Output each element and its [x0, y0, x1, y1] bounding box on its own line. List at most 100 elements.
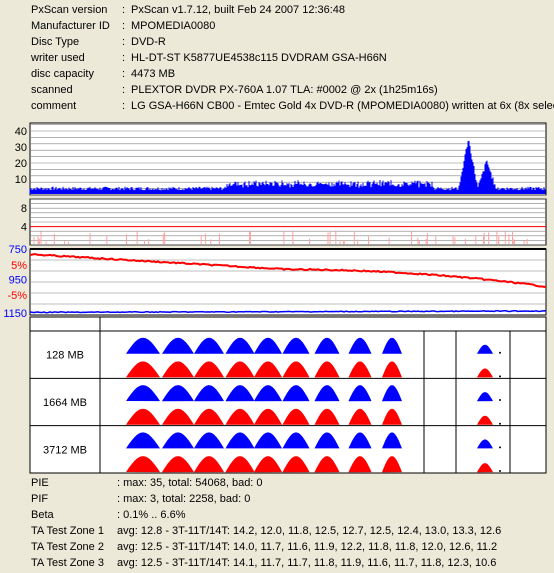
footer-row: TA Test Zone 2 avg: 12.5 - 3T-11T/14T: 14… — [0, 541, 554, 557]
separator-colon: : — [122, 84, 126, 96]
header-value: LG GSA-H66N CB00 - Emtec Gold 4x DVD-R (… — [131, 100, 554, 112]
pif-y-tick: 8 — [21, 203, 27, 215]
ta-hump — [282, 456, 310, 473]
ta-hump — [477, 392, 493, 402]
ta-dot — [499, 470, 501, 473]
header-row: PxScan version: PxScan v1.7.12, built Feb… — [0, 4, 554, 20]
ta-hump — [225, 432, 255, 449]
separator-colon: : — [122, 100, 126, 112]
header-value: PxScan v1.7.12, built Feb 24 2007 12:36:… — [131, 4, 346, 16]
ta-hump — [314, 385, 340, 402]
ta-dot — [499, 351, 501, 354]
header-value: MPOMEDIA0080 — [131, 20, 216, 32]
pie-y-tick: 10 — [15, 174, 27, 186]
header-key: writer used — [31, 52, 85, 64]
header-value: DVD-R — [131, 36, 166, 48]
pie-y-tick: 20 — [15, 158, 27, 170]
header-key: comment — [31, 100, 77, 112]
ta-hump — [382, 408, 402, 425]
ta-hump — [194, 385, 224, 402]
ta-hump — [254, 361, 282, 378]
ta-hump — [477, 368, 493, 378]
ta-hump — [126, 456, 160, 473]
ta-hump — [348, 361, 372, 378]
ta-hump — [194, 408, 224, 425]
separator-colon: : — [122, 4, 126, 16]
footer-value: : 0.1% .. 6.6% — [117, 509, 186, 521]
ta-hump — [194, 361, 224, 378]
footer-value: avg: 12.5 - 3T-11T/14T: 14.0, 11.7, 11.6… — [117, 541, 498, 553]
header-value: HL-DT-ST K5877UE4538c115 DVDRAM GSA-H66N — [131, 52, 387, 64]
ta-hump — [382, 385, 402, 402]
ta-dot — [499, 422, 501, 425]
footer-value: : max: 35, total: 54068, bad: 0 — [117, 477, 263, 489]
jitter-y-tick: 1150 — [3, 308, 27, 320]
footer-key: Beta — [31, 509, 54, 521]
header-row: Disc Type: DVD-R — [0, 36, 554, 52]
ta-hump — [126, 432, 160, 449]
jitter-y-tick: 950 — [9, 274, 27, 286]
pie-y-tick: 40 — [15, 126, 27, 138]
ta-hump — [314, 408, 340, 425]
footer-key: TA Test Zone 1 — [31, 525, 104, 537]
ta-hump — [162, 432, 194, 449]
ta-hump — [162, 337, 194, 354]
ta-hump — [348, 337, 372, 354]
header-value: PLEXTOR DVDR PX-760A 1.07 TLA: #0002 @ 2… — [131, 84, 438, 96]
footer-key: TA Test Zone 3 — [31, 557, 104, 569]
ta-hump — [254, 456, 282, 473]
footer-value: avg: 12.8 - 3T-11T/14T: 14.2, 12.0, 11.8… — [117, 525, 502, 537]
ta-hump — [162, 385, 194, 402]
ta-hump — [225, 408, 255, 425]
beta-line — [29, 310, 547, 314]
footer-key: PIE — [31, 477, 49, 489]
ta-dot — [499, 375, 501, 378]
footer-row: Beta : 0.1% .. 6.6% — [0, 509, 554, 525]
header-key: Manufacturer ID — [31, 20, 110, 32]
ta-hump — [126, 385, 160, 402]
header-value: 4473 MB — [131, 68, 176, 80]
ta-hump — [162, 408, 194, 425]
footer-row: PIF: max: 3, total: 2258, bad: 0 — [0, 493, 554, 509]
ta-row-label: 128 MB — [46, 350, 84, 362]
ta-hump — [225, 385, 255, 402]
ta-hump — [126, 408, 160, 425]
ta-hump — [254, 432, 282, 449]
pif-y-tick: 4 — [21, 222, 27, 234]
ta-hump — [314, 432, 340, 449]
footer-row: TA Test Zone 3 avg: 12.5 - 3T-11T/14T: 14… — [0, 557, 554, 573]
ta-hump — [282, 432, 310, 449]
header-key: PxScan version — [31, 4, 108, 16]
header-row: scanned: PLEXTOR DVDR PX-760A 1.07 TLA: #… — [0, 84, 554, 100]
ta-hump — [382, 337, 402, 354]
ta-hump — [194, 456, 224, 473]
separator-colon: : — [122, 20, 126, 32]
ta-row-label: 1664 MB — [43, 397, 87, 409]
ta-hump — [162, 456, 194, 473]
ta-hump — [314, 337, 340, 354]
ta-hump — [282, 337, 310, 354]
footer-key: PIF — [31, 493, 49, 505]
jitter-line — [29, 253, 546, 288]
footer-value: avg: 12.5 - 3T-11T/14T: 14.1, 11.7, 11.7… — [117, 557, 497, 569]
ta-hump — [225, 361, 255, 378]
header-row: writer used: HL-DT-ST K5877UE4538c115 DVD… — [0, 52, 554, 68]
ta-dot — [499, 446, 501, 449]
ta-hump — [348, 385, 372, 402]
jitter-y-tick: 750 — [9, 244, 27, 256]
ta-hump — [126, 337, 160, 354]
ta-hump — [126, 361, 160, 378]
ta-hump — [254, 385, 282, 402]
ta-hump — [477, 439, 493, 449]
ta-hump — [282, 361, 310, 378]
header-key: scanned — [31, 84, 73, 96]
header-key: disc capacity — [31, 68, 94, 80]
ta-hump — [477, 344, 493, 354]
disc-info-header: PxScan version: PxScan v1.7.12, built Feb… — [0, 0, 554, 114]
ta-hump — [382, 361, 402, 378]
ta-dot — [499, 399, 501, 402]
pxscan-chart: 40 30 20 10 8 4 750 950 1150 5% -5% 128 MB 1664 MB 37… — [3, 122, 547, 474]
separator-colon: : — [122, 68, 126, 80]
ta-hump — [254, 337, 282, 354]
ta-hump — [348, 408, 372, 425]
